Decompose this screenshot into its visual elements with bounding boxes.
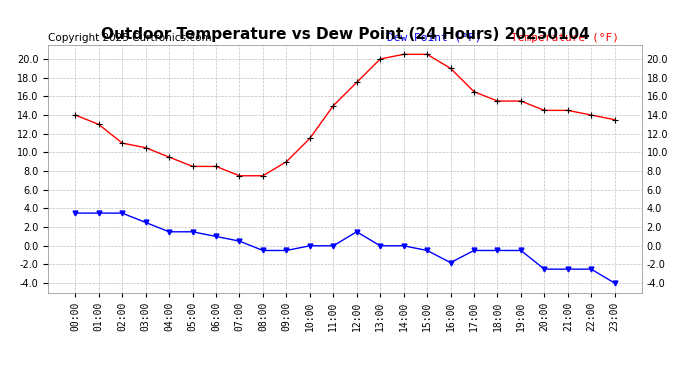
Title: Outdoor Temperature vs Dew Point (24 Hours) 20250104: Outdoor Temperature vs Dew Point (24 Hou… bbox=[101, 27, 589, 42]
Text: Dew Point (°F): Dew Point (°F) bbox=[386, 33, 481, 42]
Text: Temperature (°F): Temperature (°F) bbox=[511, 33, 619, 42]
Text: Copyright 2025 Curtronics.com: Copyright 2025 Curtronics.com bbox=[48, 33, 212, 42]
